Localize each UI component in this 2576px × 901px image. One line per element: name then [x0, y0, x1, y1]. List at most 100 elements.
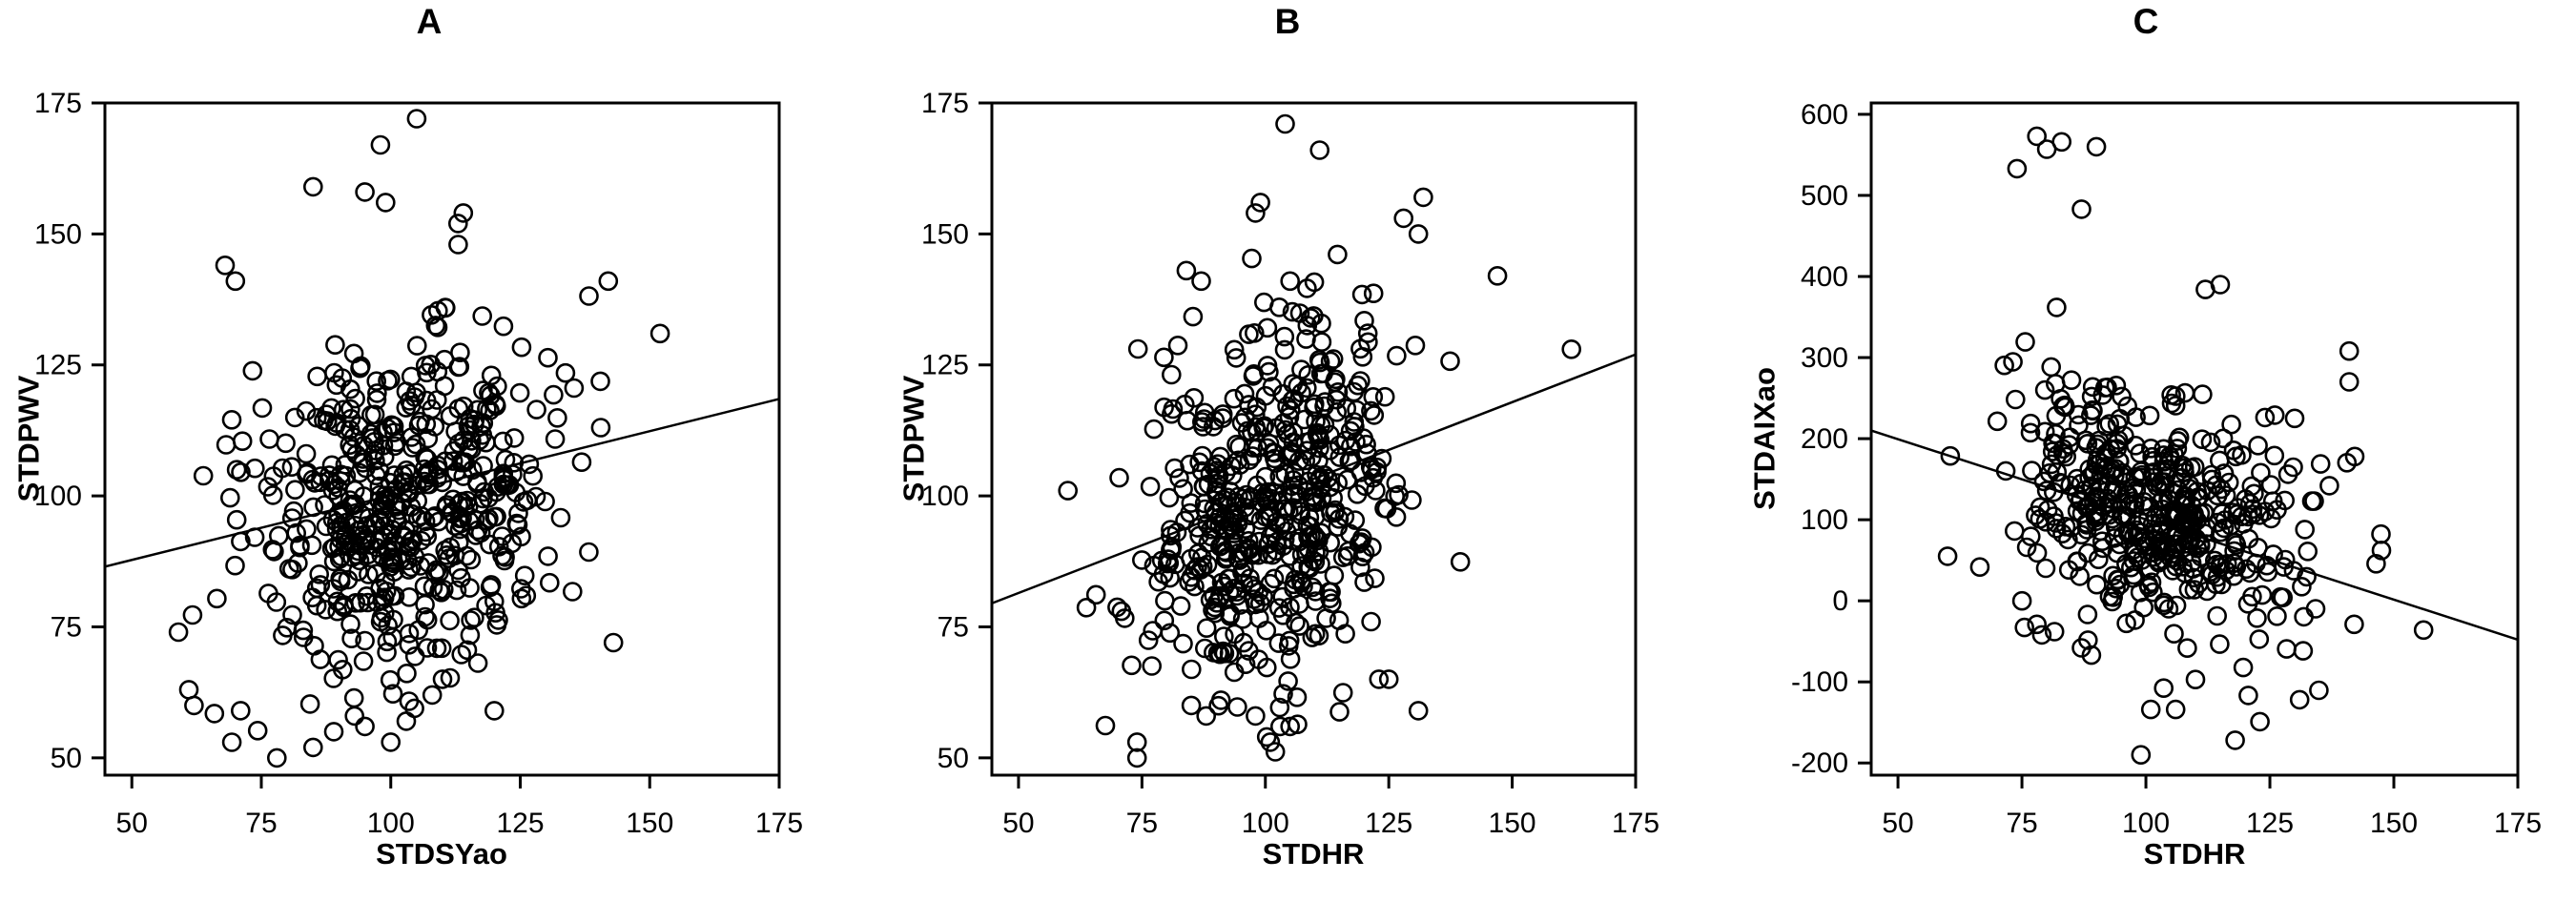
data-point [2292, 576, 2312, 597]
data-point [400, 391, 420, 411]
data-point-outlier [2071, 199, 2092, 219]
data-point [1275, 420, 1296, 440]
regression-line [991, 353, 1637, 604]
data-point [1278, 636, 1299, 656]
data-point [2183, 559, 2203, 579]
data-point [2249, 629, 2270, 649]
data-point [2216, 553, 2237, 574]
data-point [1242, 575, 1262, 596]
data-point [510, 579, 531, 599]
data-point [348, 541, 368, 562]
data-point [326, 519, 347, 540]
data-point [1405, 335, 1426, 356]
data-point-outlier [302, 737, 323, 758]
x-tick-label: 150 [626, 808, 673, 839]
data-point [453, 396, 474, 417]
data-point-outlier [649, 323, 670, 344]
data-point [1365, 568, 1385, 588]
data-point [2371, 540, 2392, 561]
data-point [1249, 608, 1269, 628]
x-tick-label: 125 [496, 808, 544, 839]
data-point [1274, 339, 1295, 360]
data-point [182, 604, 203, 625]
data-point [2215, 510, 2236, 530]
data-point [2106, 375, 2127, 396]
data-point [1345, 510, 1366, 530]
data-point [1273, 684, 1293, 705]
data-point [1304, 272, 1325, 293]
data-point [2255, 407, 2276, 428]
data-point [1282, 301, 1303, 322]
data-point [1350, 338, 1370, 359]
data-point [1286, 612, 1306, 633]
data-point [472, 306, 493, 326]
data-point [2189, 487, 2209, 507]
data-point [2130, 582, 2151, 603]
x-tick-label: 125 [2246, 808, 2294, 839]
data-point [1301, 525, 1321, 546]
data-point [361, 404, 381, 425]
data-point [457, 545, 477, 566]
data-point-outlier [453, 203, 474, 223]
data-point [374, 603, 395, 624]
data-point [232, 431, 253, 452]
data-point [415, 606, 436, 627]
data-point [2214, 518, 2235, 539]
data-point [448, 494, 469, 515]
data-point [340, 614, 361, 634]
data-point [1255, 466, 1276, 487]
y-tick-label: 100 [921, 481, 969, 512]
data-point [464, 414, 484, 435]
data-point [416, 414, 437, 435]
y-tick-label: 0 [1832, 585, 1848, 617]
data-point [193, 465, 214, 486]
data-point-outlier [1275, 113, 1295, 134]
panel-c-y-axis-title: STDAIXao [1747, 367, 1782, 510]
data-point [226, 460, 247, 481]
data-point [538, 347, 558, 368]
data-point [1306, 492, 1326, 512]
data-point-outlier [396, 711, 417, 731]
data-point [2077, 604, 2098, 625]
data-point-outlier [1413, 187, 1433, 208]
data-point [1163, 399, 1184, 420]
data-point [1389, 484, 1409, 505]
data-point [1305, 624, 1326, 645]
data-point [427, 317, 448, 338]
data-point-outlier [1246, 203, 1266, 223]
data-point-outlier [2264, 405, 2285, 425]
data-point [460, 578, 480, 598]
data-point-outlier [2140, 699, 2161, 720]
data-point [391, 548, 412, 569]
data-point [1352, 346, 1373, 367]
data-point [2053, 396, 2073, 417]
data-point-outlier [2027, 126, 2047, 147]
data-point-outlier [2131, 745, 2152, 766]
x-tick-label: 50 [1002, 808, 1034, 839]
data-point-outlier [231, 701, 251, 721]
data-point [381, 369, 401, 390]
data-point [1284, 482, 1304, 503]
data-point [2212, 574, 2232, 595]
data-point [2110, 451, 2130, 472]
data-point [2200, 432, 2221, 453]
data-point [2140, 497, 2160, 518]
data-point [207, 588, 227, 609]
data-point [493, 316, 514, 337]
data-point [1320, 532, 1340, 553]
data-point [1302, 447, 1322, 467]
data-point [2249, 505, 2270, 525]
data-point-outlier [2284, 408, 2305, 429]
data-point [2071, 524, 2092, 545]
data-point [424, 563, 445, 583]
data-point [247, 720, 268, 741]
data-point [1154, 347, 1174, 368]
data-point [2257, 555, 2277, 576]
y-tick-label: 125 [34, 350, 82, 381]
data-point [2207, 605, 2227, 626]
data-point [1321, 502, 1341, 523]
data-point-outlier [2289, 689, 2310, 710]
data-point [340, 435, 361, 456]
data-point [2164, 624, 2184, 645]
data-point [509, 382, 530, 403]
